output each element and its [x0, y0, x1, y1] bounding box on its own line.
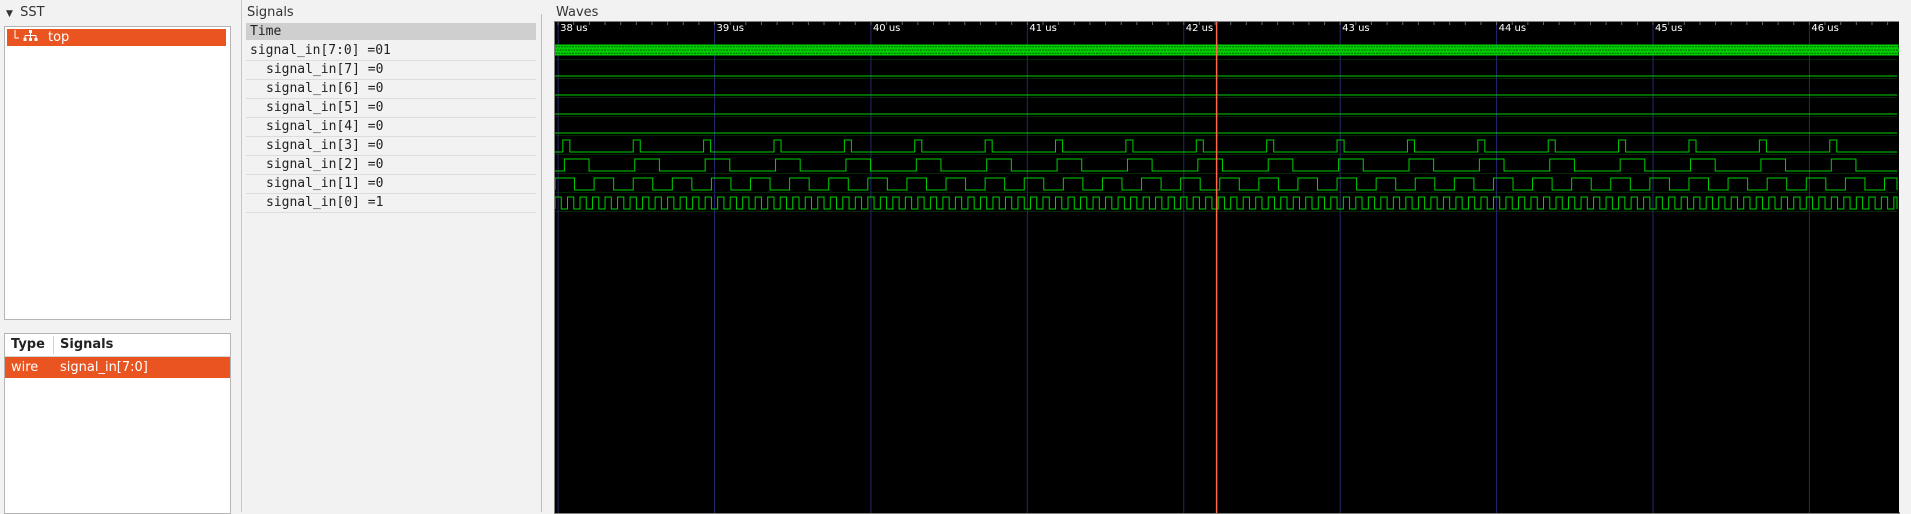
signal-row[interactable]: signal_in[7:0] =01	[246, 42, 536, 61]
time-tick-label: 44 us	[1499, 23, 1526, 34]
time-label: Time	[250, 24, 282, 39]
signal-list-table[interactable]: Type Signals wire signal_in[7:0]	[4, 333, 231, 514]
pane-divider[interactable]	[241, 0, 242, 512]
time-tick-label: 43 us	[1342, 23, 1369, 34]
sst-panel-title[interactable]: ▼ SST	[4, 5, 47, 21]
signal-value: =0	[367, 119, 384, 134]
signal-name: signal_in[6]	[266, 81, 360, 96]
signal-row[interactable]: signal_in[6] =0	[246, 80, 536, 99]
signal-row[interactable]: signal_in[4] =0	[246, 118, 536, 137]
column-header-type[interactable]: Type	[11, 337, 45, 352]
bit-waveform	[555, 158, 1897, 172]
vertical-scrollbar[interactable]	[1899, 21, 1909, 512]
tree-item-label: top	[48, 30, 70, 45]
bit-waveform	[555, 196, 1898, 210]
pane-divider[interactable]	[541, 14, 542, 512]
signal-name: signal_in[5]	[266, 100, 360, 115]
bit-waveform	[555, 139, 1897, 153]
collapse-triangle-icon[interactable]: ▼	[6, 9, 13, 19]
table-row[interactable]: wire signal_in[7:0]	[5, 357, 230, 378]
time-tick-label: 39 us	[717, 23, 744, 34]
time-row[interactable]: Time	[246, 23, 536, 40]
hierarchy-icon	[14, 30, 38, 41]
time-tick-label: 42 us	[1186, 23, 1213, 34]
signal-name: signal_in[7:0]	[250, 43, 360, 58]
sst-tree[interactable]: top	[4, 26, 231, 320]
time-tick-label: 38 us	[560, 23, 587, 34]
signal-name: signal_in[7]	[266, 62, 360, 77]
time-tick-label: 46 us	[1811, 23, 1838, 34]
signal-name: signal_in[1]	[266, 176, 360, 191]
signal-value: =0	[367, 176, 384, 191]
signal-value: =0	[367, 100, 384, 115]
signal-row[interactable]: signal_in[5] =0	[246, 99, 536, 118]
table-header: Type Signals	[5, 334, 230, 357]
signal-value: =0	[367, 81, 384, 96]
signals-panel-title: Signals	[245, 5, 296, 20]
signal-value: =0	[367, 138, 384, 153]
signal-value: =01	[367, 43, 391, 58]
signal-row[interactable]: signal_in[1] =0	[246, 175, 536, 194]
row-signal: signal_in[7:0]	[60, 360, 148, 375]
time-tick-label: 41 us	[1029, 23, 1056, 34]
signal-value: =1	[367, 195, 384, 210]
signal-name: signal_in[3]	[266, 138, 360, 153]
bus-waveform	[555, 44, 1899, 56]
bit-waveform	[555, 177, 1898, 191]
signal-row[interactable]: signal_in[0] =1	[246, 194, 536, 213]
time-ruler	[555, 22, 1897, 34]
column-header-signals[interactable]: Signals	[60, 337, 114, 352]
signal-name: signal_in[0]	[266, 195, 360, 210]
waveform-svg[interactable]: 38 us 39 us 40 us 41 us 42 us 43 us 44 us 45 us…	[555, 22, 1899, 513]
waveform-canvas[interactable]: 38 us 39 us 40 us 41 us 42 us 43 us 44 us 45 us…	[554, 21, 1900, 514]
signal-name: signal_in[4]	[266, 119, 360, 134]
signal-row[interactable]: signal_in[2] =0	[246, 156, 536, 175]
signal-value: =0	[367, 157, 384, 172]
time-tick-label: 45 us	[1655, 23, 1682, 34]
time-tick-label: 40 us	[873, 23, 900, 34]
tree-item-top[interactable]: top	[7, 29, 226, 46]
signal-row[interactable]: signal_in[3] =0	[246, 137, 536, 156]
signal-row[interactable]: signal_in[7] =0	[246, 61, 536, 80]
waves-panel-title: Waves	[554, 5, 601, 20]
signal-value: =0	[367, 62, 384, 77]
signal-name: signal_in[2]	[266, 157, 360, 172]
signal-names-panel[interactable]: Time signal_in[7:0] =01 signal_in[7] =0 …	[246, 23, 538, 512]
row-type: wire	[11, 360, 39, 375]
column-separator	[53, 336, 54, 354]
